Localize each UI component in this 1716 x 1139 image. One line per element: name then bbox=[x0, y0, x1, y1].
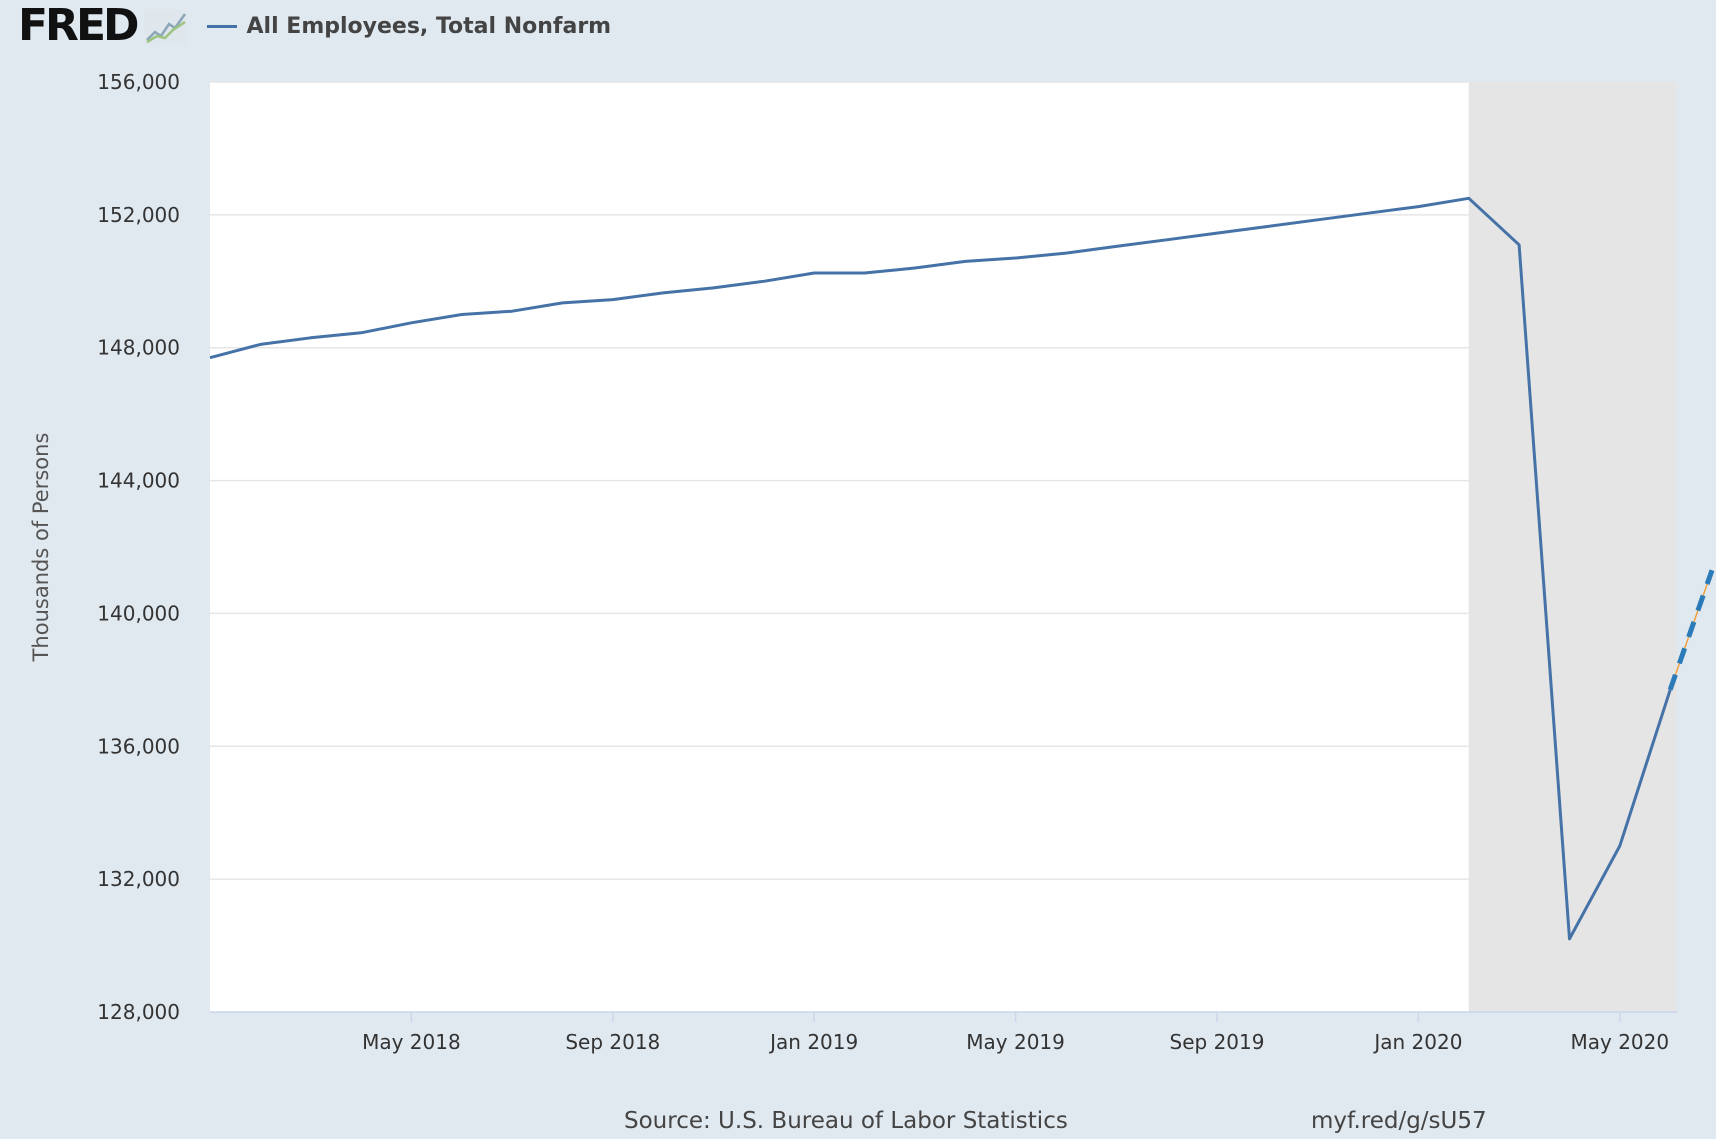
extension-dashed-line bbox=[1667, 569, 1715, 691]
y-tick-label: 136,000 bbox=[97, 734, 180, 758]
y-tick-label: 156,000 bbox=[97, 70, 180, 94]
y-tick-label: 132,000 bbox=[97, 867, 180, 891]
y-axis: 128,000 132,000 136,000 140,000 144,000 148,0… bbox=[97, 70, 180, 1024]
x-tick-label: May 2019 bbox=[966, 1030, 1065, 1054]
x-tick-label: Jan 2019 bbox=[768, 1030, 858, 1054]
y-tick-label: 152,000 bbox=[97, 203, 180, 227]
short-link[interactable]: myf.red/g/sU57 bbox=[1311, 1108, 1487, 1134]
dashed-extension bbox=[1667, 569, 1715, 691]
x-tick-label: Sep 2018 bbox=[565, 1030, 660, 1054]
y-tick-label: 140,000 bbox=[97, 601, 180, 625]
recession-band bbox=[1468, 82, 1677, 1012]
trend-chart-icon bbox=[144, 10, 187, 44]
x-tick-label: Sep 2019 bbox=[1170, 1030, 1265, 1054]
y-tick-label: 144,000 bbox=[97, 469, 180, 493]
x-tick-label: May 2018 bbox=[362, 1030, 461, 1054]
fred-logo[interactable]: FRED bbox=[18, 0, 140, 51]
y-axis-label: Thousands of Persons bbox=[29, 433, 53, 663]
x-axis: May 2018 Sep 2018 Jan 2019 May 2019 Sep 2019… bbox=[362, 1012, 1669, 1054]
chart-header: FRED All Employees, Total Nonfarm bbox=[18, 0, 611, 52]
legend-swatch bbox=[206, 24, 237, 28]
x-tick-label: Jan 2020 bbox=[1372, 1030, 1462, 1054]
legend-label[interactable]: All Employees, Total Nonfarm bbox=[246, 13, 612, 39]
y-tick-label: 148,000 bbox=[97, 336, 180, 360]
y-tick-label: 128,000 bbox=[97, 1000, 180, 1024]
source-note: Source: U.S. Bureau of Labor Statistics bbox=[624, 1108, 1068, 1134]
plot-background bbox=[210, 82, 1677, 1012]
gridlines bbox=[210, 81, 1469, 880]
x-tick-label: May 2020 bbox=[1570, 1030, 1669, 1054]
series-line bbox=[209, 196, 1672, 941]
